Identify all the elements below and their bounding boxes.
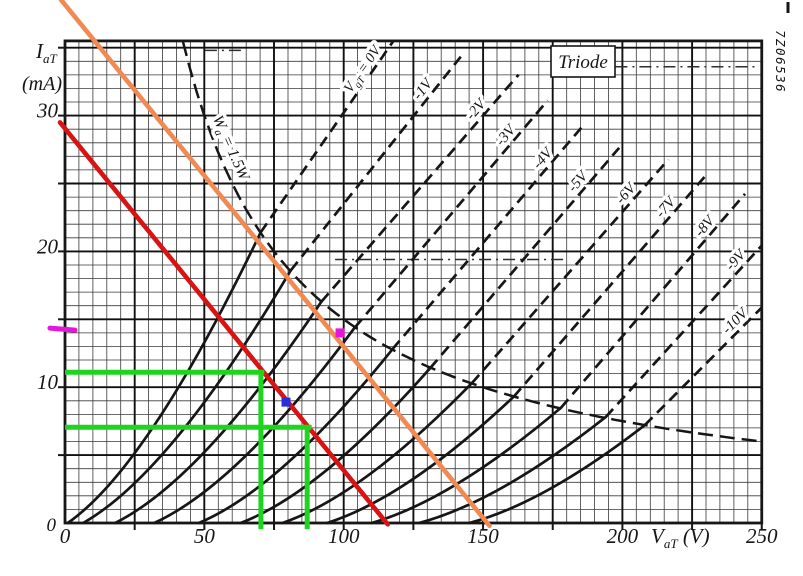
page-corner-mark bbox=[786, 2, 790, 13]
grid-voltage-label--5: -5V bbox=[565, 167, 592, 195]
grid-paper bbox=[65, 40, 762, 523]
anode-curve-vg--1 bbox=[81, 269, 293, 525]
markers bbox=[47, 325, 345, 407]
plot-frame bbox=[63, 39, 764, 525]
load-lines bbox=[57, 0, 492, 529]
blue-point bbox=[281, 397, 291, 407]
anode-curve-dashed-vg-0 bbox=[259, 40, 395, 234]
anode-curve-dashed-vg--3 bbox=[353, 99, 549, 329]
anode-curves-solid bbox=[66, 231, 647, 525]
anode-curve-dashed-vg--2 bbox=[320, 73, 520, 303]
y-tick-label-30: 30 bbox=[36, 99, 59, 123]
anode-curve-vg--9 bbox=[417, 415, 608, 525]
axis-ticks bbox=[58, 46, 763, 530]
magenta-axis-tick bbox=[47, 325, 78, 333]
x-tick-label-0: 0 bbox=[60, 524, 71, 548]
y-tick-label-0: 0 bbox=[47, 515, 57, 536]
anode-curve-vg--10 bbox=[467, 423, 647, 525]
anode-curve-vg--2 bbox=[113, 300, 323, 525]
grid-voltage-label-0: VgT = 0V bbox=[341, 41, 388, 97]
anode-curve-vg--8 bbox=[370, 406, 563, 525]
anode-curve-vg--4 bbox=[197, 347, 394, 525]
y-axis-unit: (mA) bbox=[22, 73, 62, 95]
load-line-red bbox=[57, 120, 391, 527]
y-axis-title: IaT bbox=[35, 39, 58, 66]
chart-title: Triode bbox=[558, 52, 608, 73]
magenta-point bbox=[335, 328, 345, 338]
anode-curve-dashed-vg--10 bbox=[643, 306, 763, 427]
x-axis-title: VaT (V) bbox=[651, 524, 710, 551]
x-tick-label-100: 100 bbox=[328, 524, 360, 548]
triode-title-box: Triode bbox=[550, 45, 616, 78]
anode-curve-dashed-vg--4 bbox=[391, 122, 586, 351]
figure-code: 7Z06536 bbox=[773, 30, 788, 93]
x-tick-label-250: 250 bbox=[746, 524, 778, 548]
grid-voltage-label--9: -9V bbox=[723, 246, 751, 274]
anode-curve-dashed-vg--6 bbox=[470, 158, 670, 385]
x-tick-label-200: 200 bbox=[607, 524, 639, 548]
anode-curve-dashed-vg--1 bbox=[289, 55, 462, 272]
y-tick-label-10: 10 bbox=[37, 370, 59, 394]
load-line-orange bbox=[58, 0, 492, 529]
anode-curve-vg--5 bbox=[239, 366, 432, 525]
anode-curve-vg--6 bbox=[281, 381, 474, 525]
x-tick-label-150: 150 bbox=[467, 524, 499, 548]
title-box-border bbox=[550, 45, 616, 78]
anode-curve-vg-0 bbox=[66, 231, 262, 525]
x-tick-label-50: 50 bbox=[194, 524, 216, 548]
anode-curve-vg--7 bbox=[325, 395, 516, 525]
anode-curve-dashed-vg--9 bbox=[604, 244, 763, 418]
anode-curve-dashed-vg--5 bbox=[429, 146, 621, 370]
anode-curve-dashed-vg--8 bbox=[560, 192, 747, 409]
construction-lines bbox=[65, 369, 312, 530]
grid-voltage-label--8: -8V bbox=[692, 212, 719, 240]
scan-artifact-lines bbox=[204, 49, 758, 261]
grid-voltage-label--2: -2V bbox=[463, 95, 490, 123]
major-grid-lines bbox=[65, 40, 762, 523]
anode-curve-dashed-vg--7 bbox=[512, 172, 709, 398]
y-tick-label-20: 20 bbox=[37, 234, 59, 258]
anode-curve-vg--3 bbox=[152, 326, 357, 525]
axis-labels: 0 50 100 150 200 250 0 10 20 30 IaT (mA) VaT (V) 7Z06… bbox=[22, 30, 788, 551]
anode-curves-dashed bbox=[259, 40, 763, 427]
